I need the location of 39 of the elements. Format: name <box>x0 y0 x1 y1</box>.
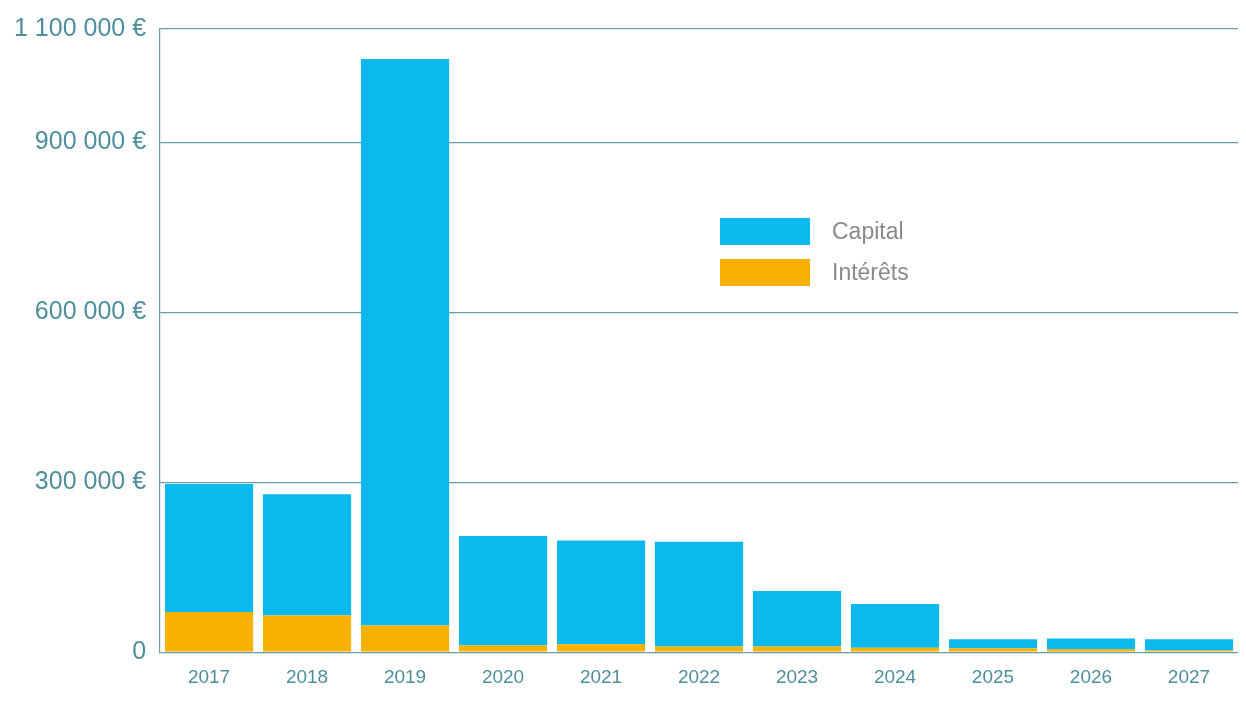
legend-label: Capital <box>832 218 904 245</box>
x-tick-label: 2017 <box>187 665 231 687</box>
y-tick-label: 0 <box>132 636 147 665</box>
x-tick-label: 2024 <box>873 665 917 687</box>
x-tick-label: 2025 <box>971 665 1015 687</box>
x-tick-label: 2018 <box>285 665 329 687</box>
bar <box>1046 649 1136 652</box>
bar <box>948 648 1038 652</box>
bar <box>1046 638 1136 650</box>
y-tick-label: 300 000 € <box>34 466 147 495</box>
bar <box>458 645 548 652</box>
bar <box>262 615 352 652</box>
bar <box>752 591 842 647</box>
y-tick-label: 600 000 € <box>34 296 147 325</box>
bar <box>360 625 450 652</box>
x-tick-label: 2021 <box>579 665 623 687</box>
legend-label: Intérêts <box>832 259 909 286</box>
bar <box>556 540 646 645</box>
bar <box>458 536 548 646</box>
bar <box>850 647 940 652</box>
x-tick-label: 2020 <box>481 665 525 687</box>
bar <box>654 541 744 647</box>
bar <box>654 646 744 652</box>
bar <box>360 59 450 626</box>
bar <box>164 611 254 652</box>
x-tick-label: 2027 <box>1167 665 1211 687</box>
y-tick-label: 900 000 € <box>34 126 147 155</box>
x-tick-label: 2022 <box>677 665 721 687</box>
x-tick-label: 2019 <box>383 665 427 687</box>
bar <box>164 483 254 612</box>
bar <box>850 604 940 648</box>
x-tick-label: 2023 <box>775 665 819 687</box>
bar <box>556 644 646 652</box>
bar <box>262 494 352 616</box>
bar <box>948 639 1038 649</box>
bar <box>752 646 842 652</box>
y-tick-label: 1 100 000 € <box>13 12 147 41</box>
x-tick-label: 2026 <box>1069 665 1113 687</box>
bar <box>1144 639 1234 651</box>
